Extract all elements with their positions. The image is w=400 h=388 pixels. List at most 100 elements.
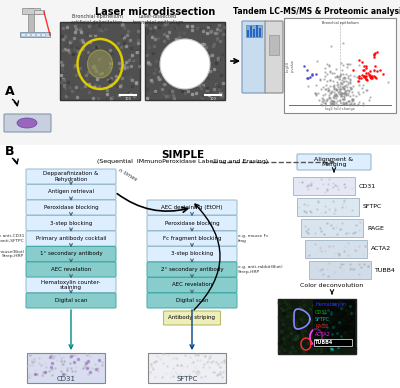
Point bbox=[333, 90, 339, 97]
Text: SFTPC: SFTPC bbox=[363, 204, 382, 210]
Point bbox=[339, 90, 346, 96]
Point bbox=[314, 58, 320, 64]
Text: 3-step blocking: 3-step blocking bbox=[171, 251, 213, 256]
FancyBboxPatch shape bbox=[26, 169, 116, 184]
Point bbox=[348, 86, 354, 92]
Point bbox=[343, 100, 350, 107]
FancyBboxPatch shape bbox=[26, 277, 116, 293]
Point bbox=[328, 90, 334, 96]
Point bbox=[340, 78, 347, 84]
Bar bbox=[259, 28, 261, 37]
Point bbox=[356, 56, 362, 62]
Text: A: A bbox=[5, 85, 15, 98]
Point bbox=[333, 92, 339, 99]
Point bbox=[360, 81, 366, 88]
Point bbox=[338, 90, 344, 96]
Text: Digital scan: Digital scan bbox=[55, 298, 87, 303]
FancyBboxPatch shape bbox=[26, 246, 116, 262]
Point bbox=[327, 77, 333, 83]
Point bbox=[336, 75, 342, 81]
Point bbox=[327, 83, 333, 89]
Point bbox=[361, 73, 367, 79]
Point bbox=[317, 76, 323, 83]
Bar bbox=[27, 353, 105, 383]
Point bbox=[365, 97, 372, 103]
Point bbox=[327, 95, 334, 102]
Point bbox=[342, 89, 348, 95]
Point bbox=[335, 90, 342, 97]
Point bbox=[362, 73, 368, 80]
Point bbox=[324, 61, 330, 68]
Point bbox=[334, 81, 340, 88]
Point bbox=[322, 64, 328, 71]
Point bbox=[322, 100, 328, 106]
Ellipse shape bbox=[17, 118, 37, 128]
Point bbox=[341, 86, 348, 92]
Point bbox=[340, 79, 346, 85]
Point bbox=[328, 102, 335, 108]
Point bbox=[371, 73, 377, 80]
Point bbox=[335, 84, 342, 90]
Point bbox=[334, 73, 340, 79]
Point bbox=[329, 98, 335, 104]
Point bbox=[326, 62, 332, 69]
Point bbox=[328, 43, 334, 49]
Text: RAGE: RAGE bbox=[315, 324, 328, 329]
FancyBboxPatch shape bbox=[242, 21, 266, 93]
Point bbox=[340, 75, 346, 81]
Text: n times: n times bbox=[118, 168, 138, 182]
Point bbox=[339, 67, 346, 73]
Point bbox=[334, 87, 340, 94]
Point bbox=[329, 100, 336, 106]
Point bbox=[341, 85, 348, 91]
Point bbox=[320, 76, 327, 82]
Point bbox=[346, 80, 353, 87]
Point bbox=[334, 88, 341, 95]
Bar bbox=[305, 240, 367, 258]
Text: Depparafinization &
Rehydration: Depparafinization & Rehydration bbox=[43, 171, 99, 182]
Point bbox=[343, 99, 349, 106]
Point bbox=[361, 67, 367, 73]
Point bbox=[363, 87, 370, 94]
Point bbox=[338, 86, 344, 92]
Text: TUBB4: TUBB4 bbox=[315, 340, 333, 345]
Point bbox=[331, 94, 338, 100]
Point bbox=[372, 62, 378, 69]
Text: 100: 100 bbox=[210, 97, 216, 101]
Text: Laser microdissection: Laser microdissection bbox=[95, 7, 215, 17]
Text: 3-step blocking: 3-step blocking bbox=[50, 220, 92, 225]
Point bbox=[363, 76, 369, 82]
Point bbox=[337, 88, 343, 94]
FancyBboxPatch shape bbox=[147, 277, 237, 293]
Point bbox=[346, 98, 352, 104]
Point bbox=[356, 62, 362, 68]
Point bbox=[346, 88, 353, 95]
Point bbox=[338, 60, 344, 66]
Point bbox=[326, 95, 332, 101]
Point bbox=[305, 74, 312, 81]
Point bbox=[369, 73, 375, 79]
Bar bbox=[309, 261, 371, 279]
Point bbox=[327, 68, 333, 74]
Bar bbox=[297, 198, 359, 216]
FancyBboxPatch shape bbox=[26, 293, 116, 308]
Point bbox=[373, 68, 380, 74]
Point bbox=[348, 100, 355, 106]
Point bbox=[329, 99, 335, 106]
Point bbox=[324, 78, 330, 84]
Text: B: B bbox=[5, 145, 14, 158]
Point bbox=[325, 87, 332, 93]
Point bbox=[371, 67, 377, 73]
Point bbox=[356, 75, 362, 81]
Point bbox=[331, 85, 338, 91]
FancyBboxPatch shape bbox=[26, 231, 116, 246]
Point bbox=[331, 95, 338, 101]
Text: AEC revelation: AEC revelation bbox=[172, 282, 212, 288]
Point bbox=[367, 74, 374, 80]
Ellipse shape bbox=[88, 50, 112, 78]
Bar bbox=[294, 178, 356, 196]
Text: (Sequential  IMmunoPeroxidase Labelling and Erasing): (Sequential IMmunoPeroxidase Labelling a… bbox=[98, 159, 268, 164]
Point bbox=[347, 84, 353, 90]
Text: Laser-dissected
bronchial epithelium: Laser-dissected bronchial epithelium bbox=[133, 14, 183, 25]
Text: Tandem LC-MS/MS & Proteomic analysis: Tandem LC-MS/MS & Proteomic analysis bbox=[234, 7, 400, 16]
